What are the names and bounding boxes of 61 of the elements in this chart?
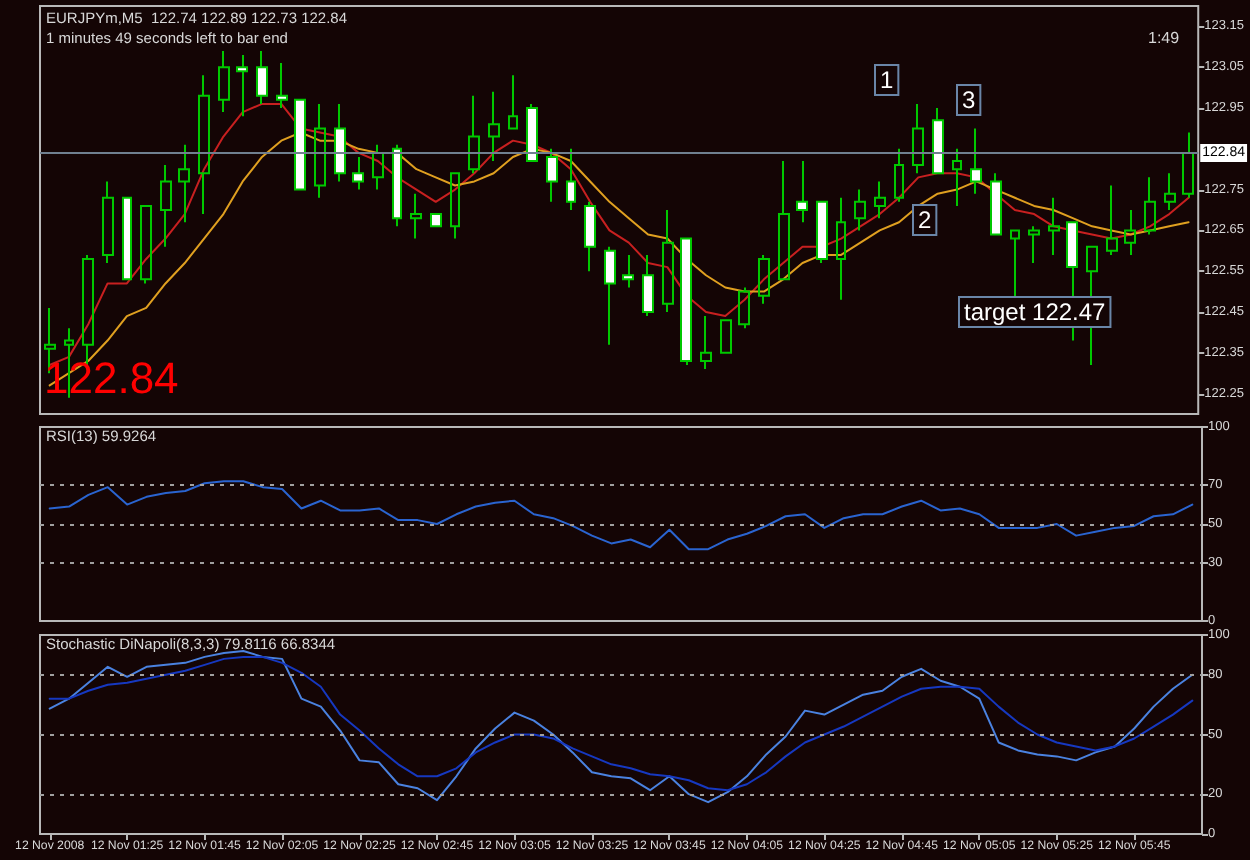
candlestick [566,147,576,211]
candlestick [488,90,500,163]
candlestick [198,74,210,216]
candlestick [1010,229,1020,301]
candlestick [468,94,480,175]
candlestick [738,286,750,330]
candlestick [450,172,460,240]
candlestick [1048,196,1060,256]
candlestick [642,253,654,318]
candlestick [526,102,538,163]
candlestick [160,164,172,248]
candlestick [410,192,422,240]
candlestick [854,188,866,232]
candlestick [218,49,230,114]
candlestick [352,155,364,191]
candlestick [256,49,268,105]
candlestick [874,180,886,220]
candlestick [912,102,924,175]
candlestick [1106,184,1118,256]
candlestick [680,237,692,367]
candlestick [836,196,846,301]
candlestick [816,200,828,265]
candlestick [952,147,962,207]
candlestick [372,143,384,191]
annotation: target 122.47 [964,298,1107,326]
candlestick [314,102,326,199]
annotation: 2 [918,206,932,234]
candlestick [140,204,152,285]
candlestick [294,98,306,191]
candlestick [1124,209,1136,256]
annotation: 1:49 [1148,29,1181,47]
candlestick [990,172,1002,236]
line-series [48,480,1194,551]
candlestick [894,147,904,203]
candlestick [178,143,190,224]
candlestick [1028,225,1040,265]
candlestick [700,315,712,371]
candlestick [508,74,518,130]
candlestick [392,143,402,228]
candlestick [236,53,248,118]
candlestick [662,209,674,313]
candlestick [1164,172,1176,211]
candlestick [1144,176,1156,236]
candlestick [758,253,770,305]
candlestick [720,319,732,354]
candlestick [546,147,558,203]
candlestick [622,253,634,289]
candlestick [932,107,944,175]
candlestick [970,127,982,195]
candlestick [334,102,346,183]
candlestick [796,160,808,224]
candlestick [778,160,790,281]
candlestick [102,180,114,265]
annotation: 3 [962,86,976,114]
candlestick [122,196,132,281]
candlestick [276,62,288,109]
candlestick [1182,131,1194,199]
annotation: 1 [880,66,894,94]
candlestick [430,213,442,228]
candlestick [604,245,616,346]
candlestick [584,200,596,273]
